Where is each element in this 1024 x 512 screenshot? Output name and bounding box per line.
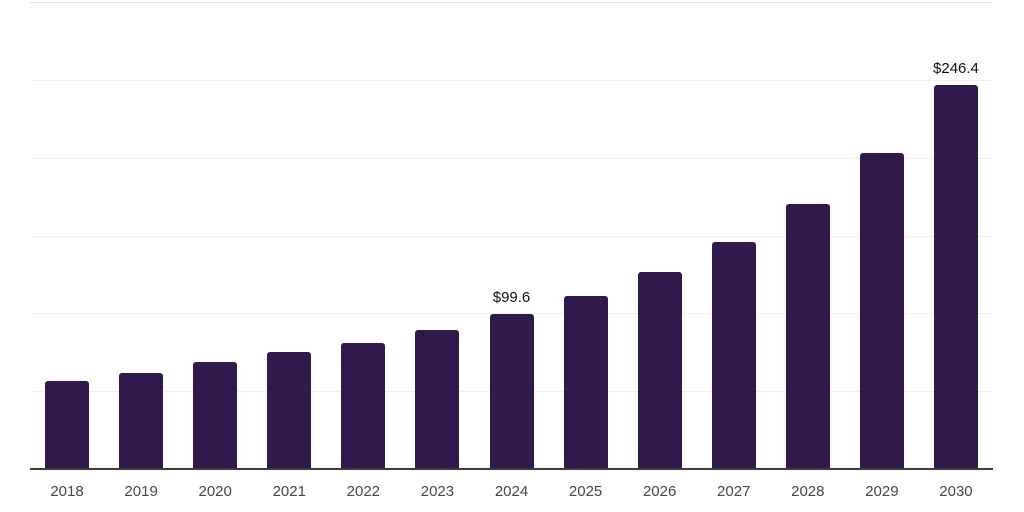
bar-2025 <box>563 295 608 469</box>
bar-2029 <box>859 152 904 469</box>
gridline-300 <box>30 2 993 3</box>
bar-2028 <box>785 204 830 469</box>
bar-slot-2030: $246.4 <box>919 2 993 469</box>
bar-slot-2020 <box>178 2 252 469</box>
bar-2020 <box>193 361 238 469</box>
x-tick-2022: 2022 <box>346 483 381 500</box>
x-tick-2023: 2023 <box>420 483 455 500</box>
x-tick-2027: 2027 <box>717 483 751 500</box>
bar-slot-2024: $99.6 <box>474 2 548 469</box>
bar-slot-2026 <box>623 2 697 469</box>
bar-slot-2022 <box>326 2 400 469</box>
value-label-2030: $246.4 <box>933 60 979 78</box>
bar-2018 <box>45 381 90 469</box>
gridline-100 <box>30 313 993 315</box>
bar-slot-2029 <box>845 2 919 469</box>
x-tick-2030: 2030 <box>939 483 973 500</box>
bar-slot-2028 <box>771 2 845 469</box>
bars-container: $99.6 $246.4 <box>30 2 993 469</box>
x-tick-2020: 2020 <box>198 483 232 500</box>
x-tick-2026: 2026 <box>642 483 677 500</box>
x-tick-2018: 2018 <box>50 483 84 500</box>
bar-2022 <box>341 342 386 469</box>
bar-slot-2023 <box>400 2 474 469</box>
plot-area: $99.6 $246.4 <box>30 2 993 470</box>
bar-slot-2027 <box>697 2 771 469</box>
x-tick-2024: 2024 <box>494 483 529 500</box>
bar-2019 <box>119 372 164 469</box>
x-tick-2029: 2029 <box>865 483 899 500</box>
bar-2023 <box>415 330 460 469</box>
gridline-200 <box>30 157 993 159</box>
x-tick-2028: 2028 <box>791 483 825 500</box>
bar-2030 <box>933 85 978 469</box>
x-tick-2025: 2025 <box>568 483 603 500</box>
bar-slot-2018 <box>30 2 104 469</box>
bar-2026 <box>637 271 682 469</box>
x-axis-line <box>30 468 993 470</box>
bar-slot-2025 <box>549 2 623 469</box>
bar-2024 <box>489 313 534 469</box>
gridline-250 <box>30 79 993 81</box>
bar-slot-2021 <box>252 2 326 469</box>
bar-2021 <box>267 352 312 469</box>
x-axis-labels: 2018 2019 2020 2021 2022 2023 2024 2025 2026 2027… <box>30 482 993 502</box>
bar-slot-2019 <box>104 2 178 469</box>
bar-2027 <box>711 242 756 469</box>
gridline-150 <box>30 235 993 237</box>
value-label-2024: $99.6 <box>492 288 531 306</box>
x-tick-2019: 2019 <box>124 483 158 500</box>
x-tick-2021: 2021 <box>272 483 306 500</box>
